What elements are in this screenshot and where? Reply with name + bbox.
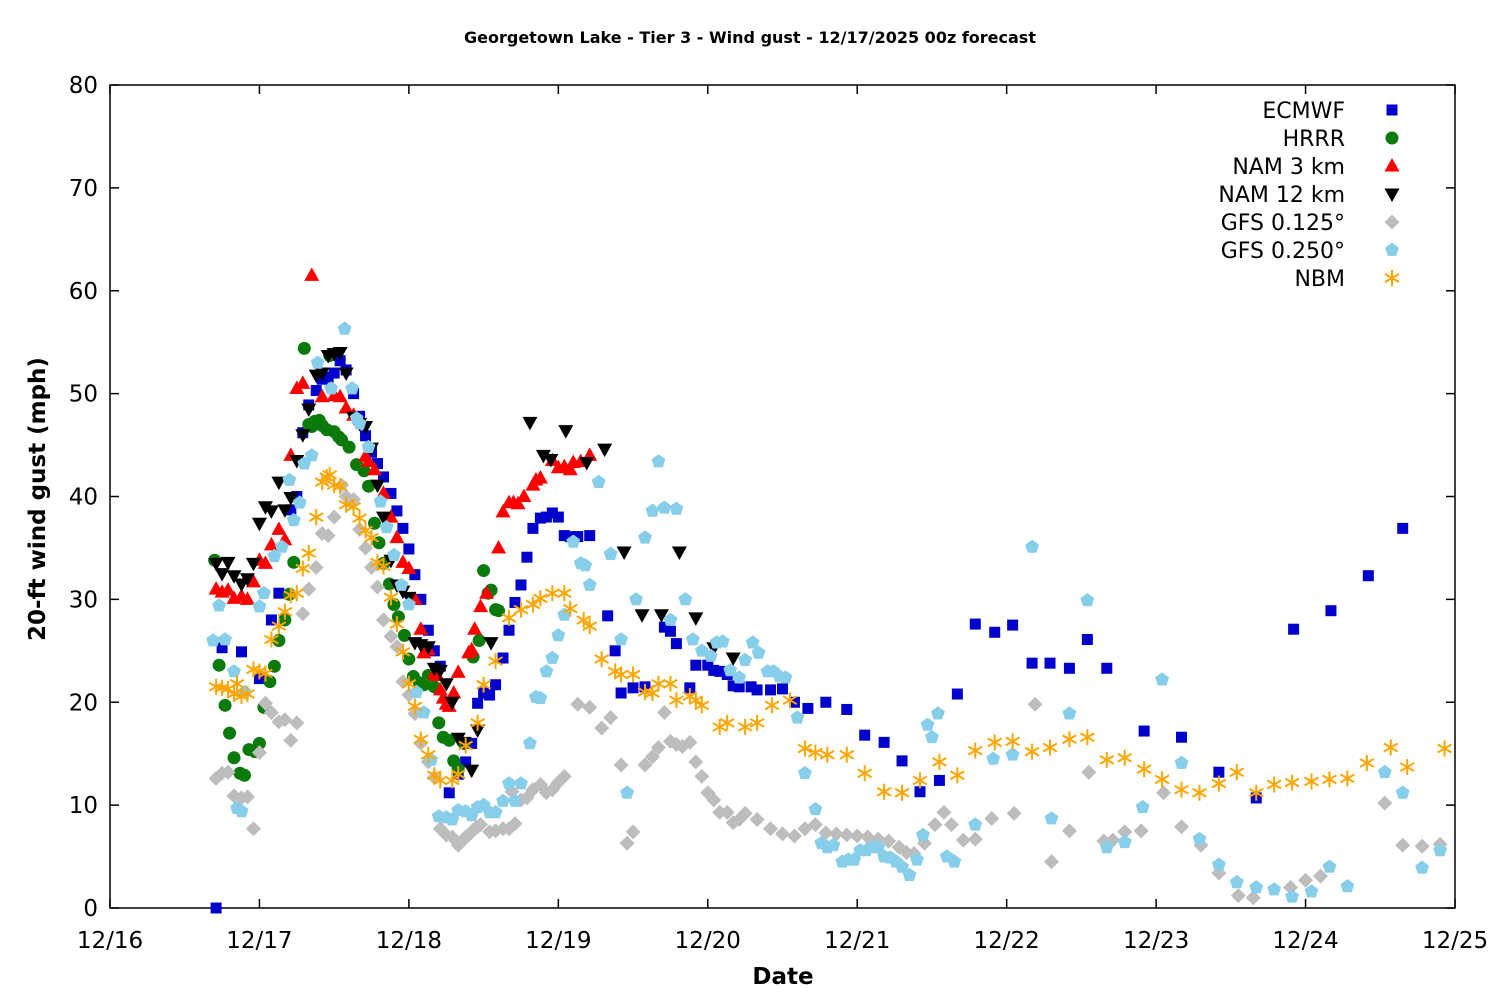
hrrr-marker-icon: [1385, 131, 1399, 145]
legend-item-nam-12-km: NAM 12 km: [1218, 183, 1400, 208]
x-tick-label: 12/25: [1422, 928, 1488, 954]
legend-label-gfs-0-250: GFS 0.250°: [1221, 239, 1345, 264]
legend-label-nbm: NBM: [1294, 267, 1345, 292]
gfs-0-125-marker-icon: [1384, 214, 1400, 230]
x-axis-title: Date: [752, 964, 814, 990]
series-nam-3-km: [208, 267, 598, 712]
plot-border: [109, 84, 1456, 909]
legend-label-nam-3-km: NAM 3 km: [1232, 155, 1345, 180]
y-tick-label: 70: [69, 176, 98, 202]
y-tick-label: 50: [69, 382, 98, 408]
legend-item-gfs-0-125: GFS 0.125°: [1221, 211, 1400, 236]
nam-3-km-marker-icon: [1384, 158, 1400, 172]
legend-label-gfs-0-125: GFS 0.125°: [1221, 211, 1345, 236]
x-tick-label: 12/18: [376, 928, 442, 954]
x-tick-label: 12/22: [974, 928, 1040, 954]
y-tick-label: 10: [69, 793, 98, 819]
legend-label-nam-12-km: NAM 12 km: [1218, 183, 1345, 208]
series-nbm: [208, 466, 1452, 801]
x-tick-label: 12/19: [525, 928, 591, 954]
nbm-marker-icon: [1384, 270, 1400, 286]
series-ecmwf: [210, 355, 1409, 914]
x-tick-label: 12/21: [824, 928, 890, 954]
legend-item-nbm: NBM: [1294, 267, 1400, 292]
y-tick-label: 60: [69, 279, 98, 305]
x-axis: 12/16 12/17 12/18 12/19 12/20 12/21 12/22 12/23…: [77, 85, 1488, 954]
legend-item-nam-3-km: NAM 3 km: [1232, 155, 1400, 180]
series-gfs-0-250: [206, 321, 1447, 903]
gfs-0-250-marker-icon: [1385, 242, 1399, 256]
nam-12-km-marker-icon: [1384, 188, 1400, 202]
legend: ECMWF HRRR NAM 3 km NAM 12 km GFS 0.125° GFS …: [1218, 99, 1400, 292]
x-tick-label: 12/16: [77, 928, 143, 954]
y-tick-label: 20: [69, 690, 98, 716]
x-tick-label: 12/23: [1123, 928, 1189, 954]
y-tick-label: 80: [69, 73, 98, 99]
legend-item-gfs-0-250: GFS 0.250°: [1221, 239, 1399, 264]
y-tick-label: 0: [83, 896, 98, 922]
legend-label-ecmwf: ECMWF: [1262, 99, 1345, 124]
x-tick-label: 12/24: [1272, 928, 1338, 954]
y-tick-label: 30: [69, 587, 98, 613]
ecmwf-marker-icon: [1386, 104, 1398, 116]
legend-item-ecmwf: ECMWF: [1262, 99, 1398, 124]
x-tick-label: 12/17: [226, 928, 292, 954]
x-tick-label: 12/20: [675, 928, 741, 954]
series-nam-12-km: [208, 346, 741, 779]
legend-label-hrrr: HRRR: [1283, 127, 1345, 152]
legend-item-hrrr: HRRR: [1283, 127, 1399, 152]
y-tick-label: 40: [69, 485, 98, 511]
chart-title: Georgetown Lake - Tier 3 - Wind gust - 1…: [464, 28, 1036, 47]
y-axis: 0 10 20 30 40 50 60 70 80: [69, 73, 1455, 922]
